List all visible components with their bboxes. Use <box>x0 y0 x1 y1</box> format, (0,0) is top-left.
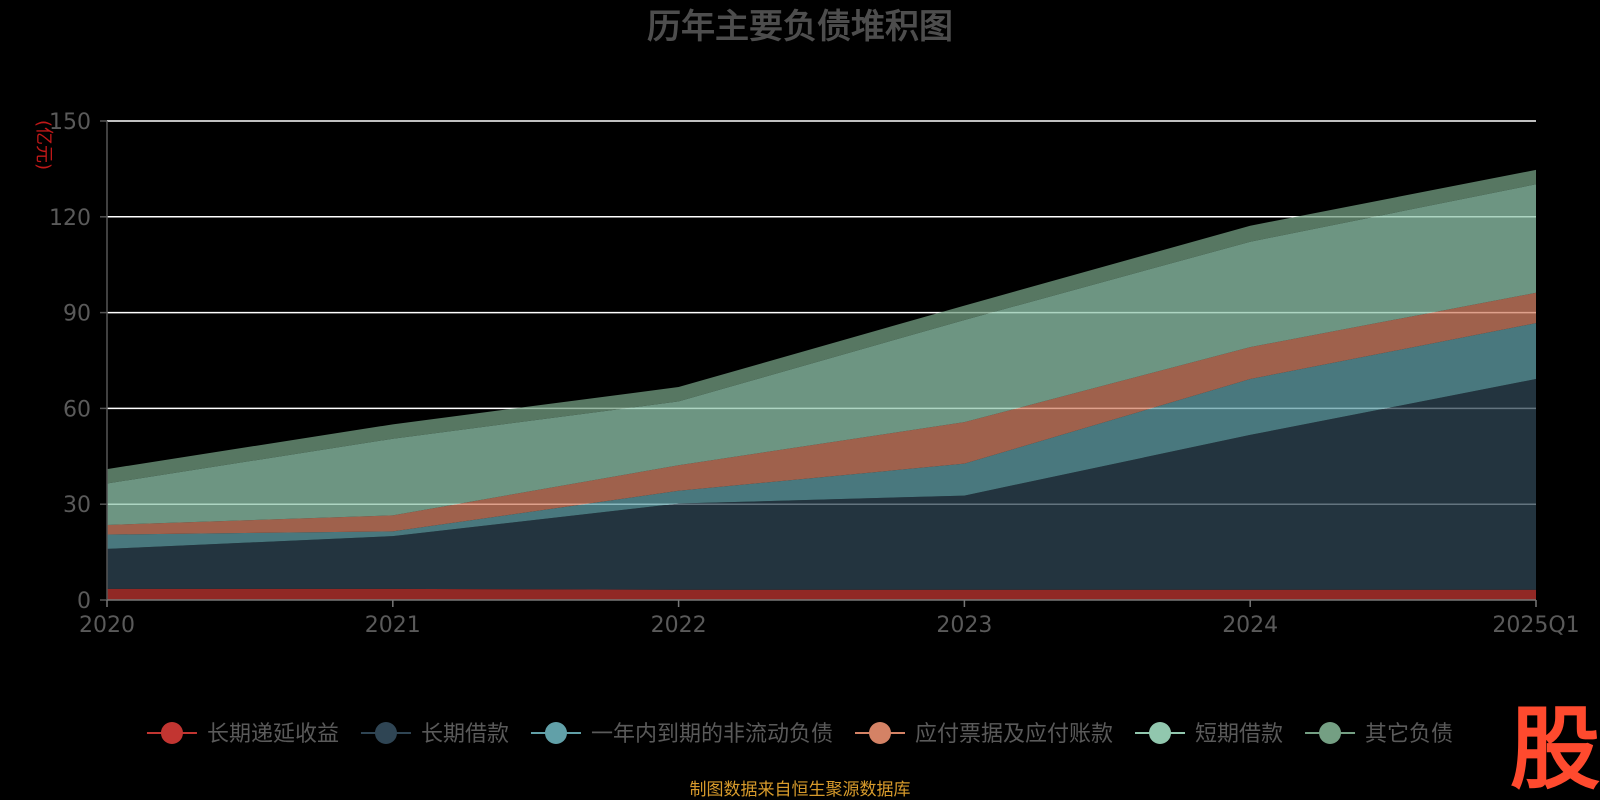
legend-item[interactable]: 应付票据及应付账款 <box>855 722 1113 747</box>
legend-marker-icon <box>160 722 183 744</box>
series-areas <box>107 169 1536 600</box>
legend-label: 长期借款 <box>421 722 509 747</box>
chart-title: 历年主要负债堆积图 <box>647 7 953 47</box>
x-tick-label: 2025Q1 <box>1492 613 1579 638</box>
x-tick-label: 2024 <box>1222 613 1278 638</box>
source-note: 制图数据来自恒生聚源数据库 <box>690 780 911 800</box>
legend-item[interactable]: 其它负债 <box>1305 722 1453 747</box>
x-tick-label: 2020 <box>79 613 135 638</box>
legend-item[interactable]: 长期借款 <box>360 722 509 747</box>
x-tick-label: 2021 <box>365 613 421 638</box>
y-tick-label: 90 <box>63 302 91 327</box>
legend-label: 其它负债 <box>1365 722 1453 747</box>
legend-label: 一年内到期的非流动负债 <box>591 722 833 747</box>
legend-label: 长期递延收益 <box>207 722 339 747</box>
legend-item[interactable]: 长期递延收益 <box>146 722 339 747</box>
y-tick-label: 60 <box>63 397 91 422</box>
legend[interactable]: 长期递延收益 长期借款 一年内到期的非流动负债 应付票据及应付账款 短期借款 其它负债 <box>146 722 1453 747</box>
legend-label: 应付票据及应付账款 <box>915 722 1113 747</box>
y-tick-label: 150 <box>49 110 91 135</box>
legend-marker-icon <box>374 722 397 744</box>
area-5 <box>107 184 1536 525</box>
area-1 <box>107 588 1536 600</box>
area-2 <box>107 379 1536 590</box>
brand-logo: 股 <box>1510 697 1600 800</box>
legend-marker-icon <box>869 722 891 744</box>
y-tick-label: 30 <box>63 493 91 518</box>
y-tick-label: 120 <box>49 206 91 231</box>
legend-item[interactable]: 短期借款 <box>1135 722 1283 747</box>
x-tick-label: 2023 <box>936 613 992 638</box>
x-tick-labels: 2020 2021 2022 2023 2024 2025Q1 <box>79 600 1580 638</box>
area-6 <box>107 169 1536 484</box>
legend-marker-icon <box>1149 722 1172 744</box>
y-tick-label: 0 <box>77 589 91 614</box>
axes <box>100 120 1536 601</box>
y-axis-unit: (亿元) <box>33 120 54 170</box>
legend-item[interactable]: 一年内到期的非流动负债 <box>530 722 833 747</box>
y-tick-labels: 0 30 60 90 120 150 <box>49 110 91 614</box>
legend-marker-icon <box>544 722 567 744</box>
legend-label: 短期借款 <box>1195 722 1283 747</box>
legend-marker-icon <box>1319 722 1342 744</box>
x-tick-label: 2022 <box>651 613 707 638</box>
